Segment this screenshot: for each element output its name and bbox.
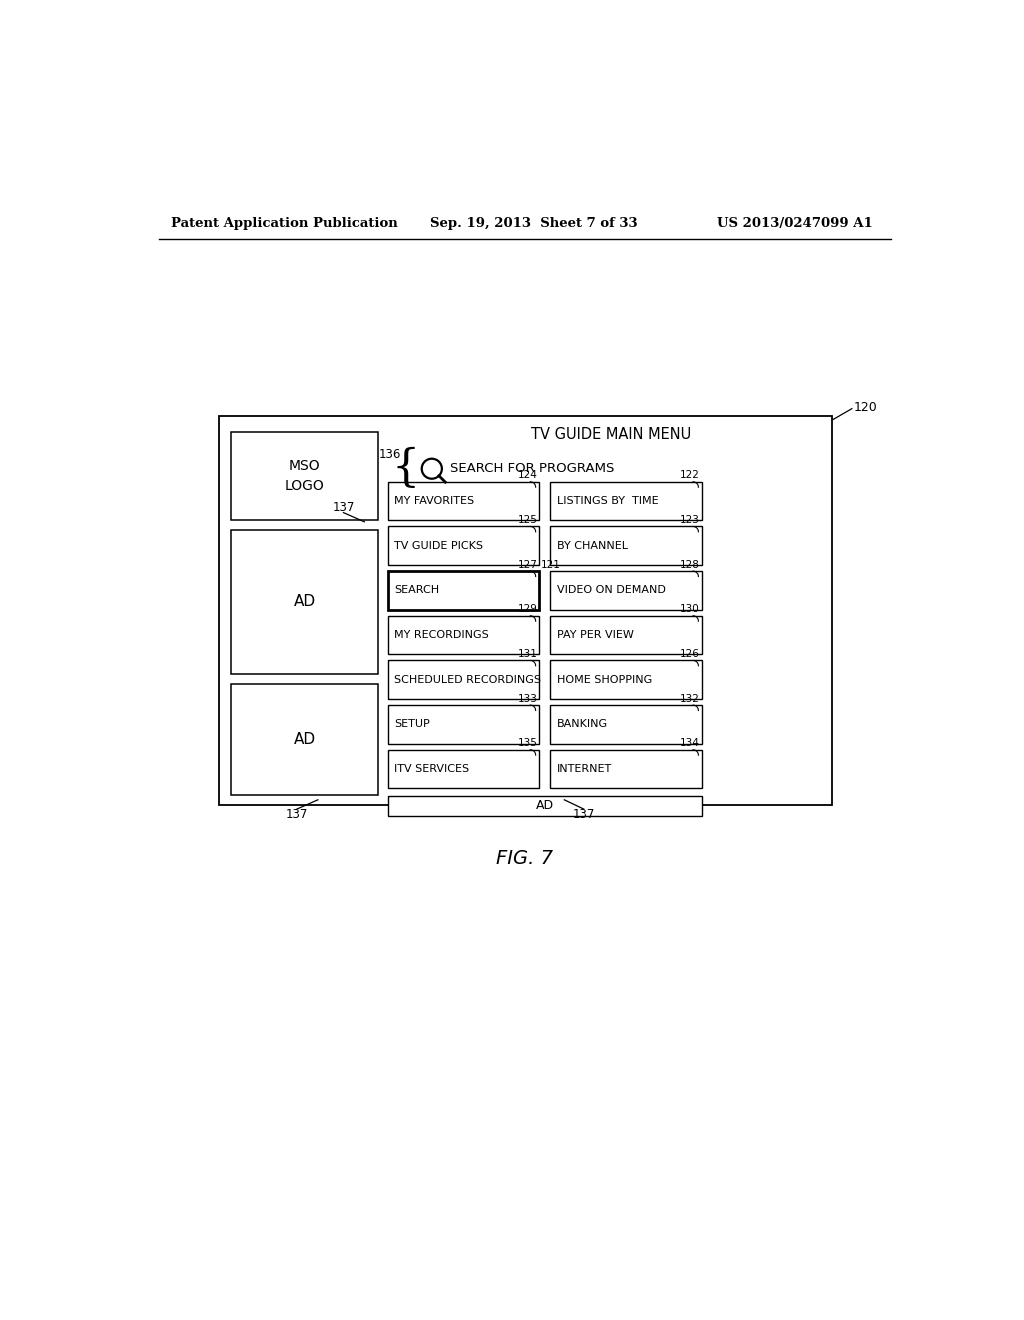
Text: 127: 127 (517, 560, 538, 570)
Text: PAY PER VIEW: PAY PER VIEW (557, 630, 634, 640)
Text: MSO
LOGO: MSO LOGO (285, 459, 325, 492)
Text: 131: 131 (517, 649, 538, 659)
Bar (550, 615, 701, 655)
Text: 120: 120 (853, 400, 878, 413)
Text: US 2013/0247099 A1: US 2013/0247099 A1 (717, 218, 872, 231)
Text: 126: 126 (680, 649, 700, 659)
Bar (388, 750, 539, 788)
Bar (388, 615, 539, 655)
Text: 123: 123 (680, 515, 700, 525)
Bar (550, 527, 701, 565)
Text: Patent Application Publication: Patent Application Publication (171, 218, 397, 231)
Text: 137: 137 (572, 808, 595, 821)
Text: FIG. 7: FIG. 7 (497, 849, 553, 867)
Bar (219, 416, 831, 805)
Bar (231, 529, 378, 675)
Text: 121: 121 (541, 561, 561, 570)
Text: 124: 124 (517, 470, 538, 480)
Bar (388, 705, 539, 743)
Text: TV GUIDE MAIN MENU: TV GUIDE MAIN MENU (530, 426, 691, 442)
Text: SCHEDULED RECORDINGS: SCHEDULED RECORDINGS (394, 675, 541, 685)
Text: MY FAVORITES: MY FAVORITES (394, 496, 474, 506)
Bar (388, 527, 539, 565)
Text: 133: 133 (517, 693, 538, 704)
Text: HOME SHOPPING: HOME SHOPPING (557, 675, 652, 685)
Text: 137: 137 (286, 808, 308, 821)
Text: 132: 132 (680, 693, 700, 704)
Text: ITV SERVICES: ITV SERVICES (394, 764, 469, 774)
Text: 134: 134 (680, 738, 700, 748)
Text: AD: AD (536, 800, 554, 813)
Text: 128: 128 (680, 560, 700, 570)
Text: BANKING: BANKING (557, 719, 607, 730)
Bar (388, 796, 701, 816)
Bar (388, 482, 539, 520)
Bar (550, 482, 701, 520)
Bar (388, 660, 539, 700)
Bar (231, 432, 378, 520)
Bar (550, 705, 701, 743)
Text: 122: 122 (680, 470, 700, 480)
Text: SETUP: SETUP (394, 719, 430, 730)
Text: TV GUIDE PICKS: TV GUIDE PICKS (394, 541, 483, 550)
Text: 137: 137 (332, 500, 354, 513)
Text: 125: 125 (517, 515, 538, 525)
Text: AD: AD (294, 731, 315, 747)
Text: SEARCH: SEARCH (394, 585, 439, 595)
Text: 129: 129 (517, 605, 538, 614)
Text: VIDEO ON DEMAND: VIDEO ON DEMAND (557, 585, 666, 595)
Text: 130: 130 (680, 605, 700, 614)
Bar (550, 750, 701, 788)
Text: MY RECORDINGS: MY RECORDINGS (394, 630, 488, 640)
Text: BY CHANNEL: BY CHANNEL (557, 541, 628, 550)
Text: 135: 135 (517, 738, 538, 748)
Bar (231, 684, 378, 795)
Text: LISTINGS BY  TIME: LISTINGS BY TIME (557, 496, 658, 506)
Text: 136: 136 (379, 447, 401, 461)
Text: AD: AD (294, 594, 315, 610)
Bar (550, 660, 701, 700)
Bar (550, 572, 701, 610)
Text: INTERNET: INTERNET (557, 764, 611, 774)
Text: {: { (391, 447, 420, 490)
Text: SEARCH FOR PROGRAMS: SEARCH FOR PROGRAMS (451, 462, 614, 475)
Text: Sep. 19, 2013  Sheet 7 of 33: Sep. 19, 2013 Sheet 7 of 33 (430, 218, 638, 231)
Bar (388, 572, 539, 610)
